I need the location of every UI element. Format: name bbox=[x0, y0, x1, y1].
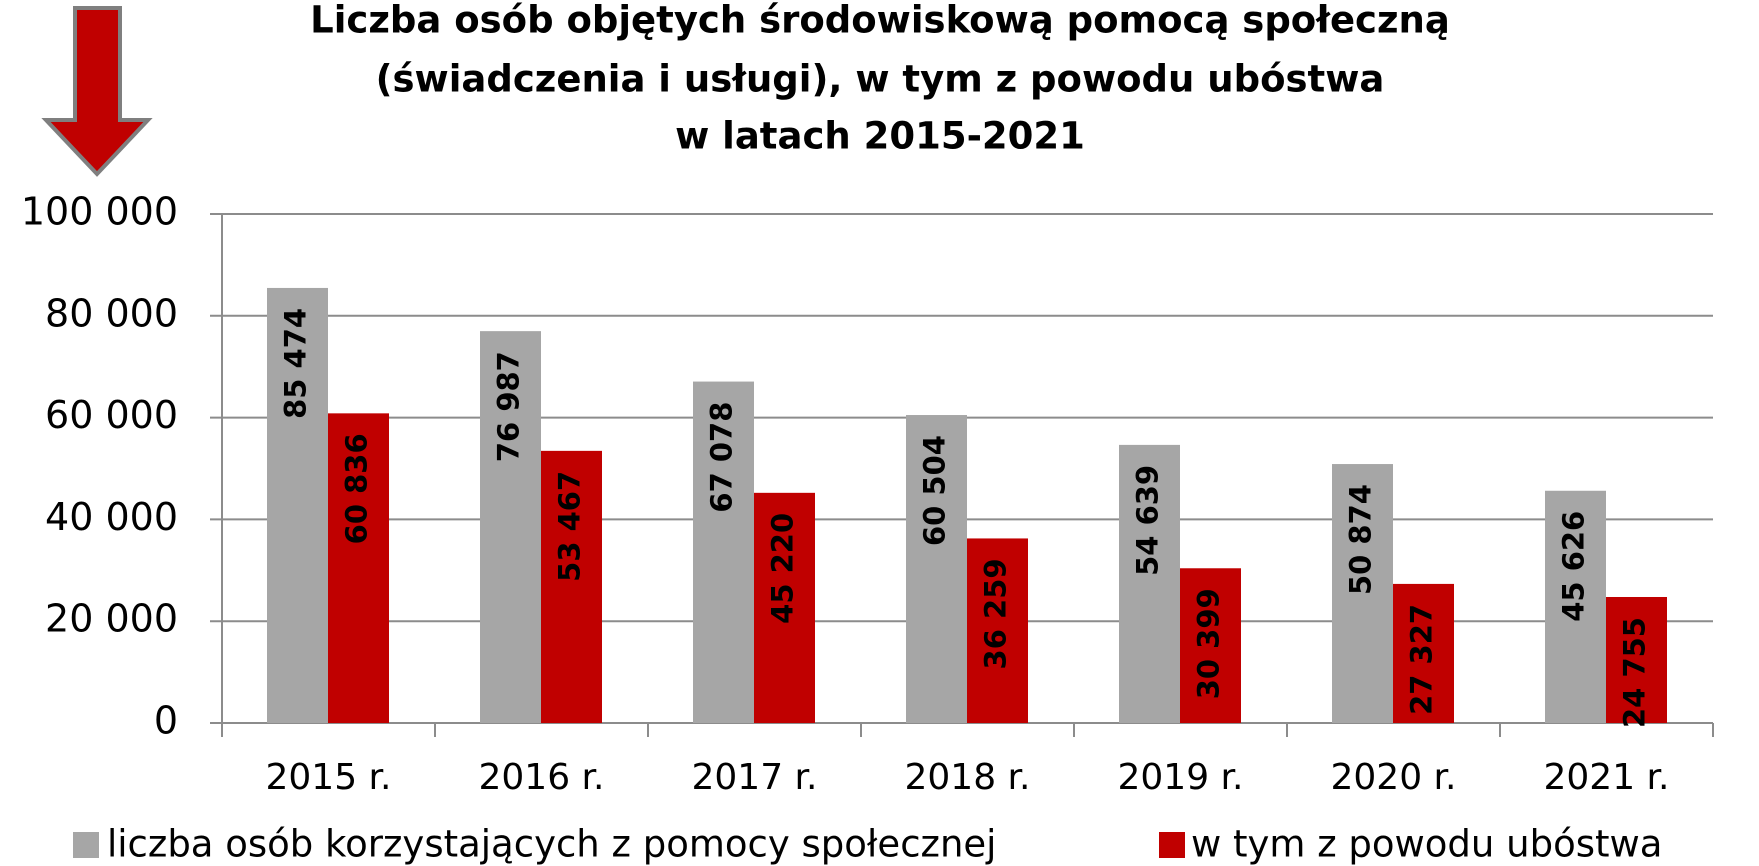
data-label: 27 327 bbox=[1405, 604, 1439, 715]
data-label: 24 755 bbox=[1618, 617, 1652, 728]
bar bbox=[906, 415, 967, 723]
data-label: 67 078 bbox=[705, 402, 739, 513]
chart-title: w latach 2015-2021 bbox=[675, 115, 1085, 158]
bar bbox=[967, 538, 1028, 723]
bar bbox=[693, 381, 754, 723]
y-tick-label: 60 000 bbox=[45, 393, 178, 437]
x-tick-label: 2021 r. bbox=[1544, 757, 1670, 798]
data-label: 36 259 bbox=[979, 558, 1013, 669]
y-tick-label: 100 000 bbox=[21, 190, 178, 234]
data-label: 53 467 bbox=[553, 471, 587, 582]
data-label: 30 399 bbox=[1192, 588, 1226, 699]
y-tick-label: 80 000 bbox=[45, 291, 178, 335]
bar bbox=[267, 287, 328, 723]
data-label: 76 987 bbox=[492, 351, 526, 462]
arrow-icon bbox=[41, 6, 153, 177]
x-tick-label: 2019 r. bbox=[1118, 757, 1244, 798]
bar bbox=[1180, 568, 1241, 723]
x-tick-label: 2020 r. bbox=[1331, 757, 1457, 798]
bar bbox=[1545, 490, 1606, 723]
bar bbox=[328, 413, 389, 723]
data-label: 50 874 bbox=[1344, 484, 1378, 595]
x-tick-label: 2015 r. bbox=[266, 757, 392, 798]
data-label: 45 220 bbox=[766, 513, 800, 624]
bar bbox=[1332, 464, 1393, 723]
x-tick-label: 2018 r. bbox=[905, 757, 1031, 798]
y-tick-label: 0 bbox=[154, 699, 178, 743]
y-tick-label: 40 000 bbox=[45, 495, 178, 539]
chart-title: (świadczenia i usługi), w tym z powodu u… bbox=[376, 58, 1385, 101]
data-label: 54 639 bbox=[1131, 465, 1165, 576]
data-label: 60 836 bbox=[340, 433, 374, 544]
data-label: 60 504 bbox=[918, 435, 952, 546]
data-label: 85 474 bbox=[279, 308, 313, 419]
bar bbox=[754, 492, 815, 723]
y-tick-label: 20 000 bbox=[45, 597, 178, 641]
chart-title: Liczba osób objętych środowiskową pomocą… bbox=[310, 0, 1450, 42]
bar bbox=[1119, 444, 1180, 723]
legend-swatch bbox=[73, 832, 99, 858]
legend-label: w tym z powodu ubóstwa bbox=[1191, 823, 1662, 866]
bar bbox=[541, 450, 602, 723]
x-tick-label: 2017 r. bbox=[692, 757, 818, 798]
data-label: 45 626 bbox=[1557, 511, 1591, 622]
bar bbox=[1393, 583, 1454, 723]
bar bbox=[480, 331, 541, 723]
bar bbox=[1606, 596, 1667, 723]
legend-swatch bbox=[1159, 832, 1185, 858]
x-tick-label: 2016 r. bbox=[479, 757, 605, 798]
legend-label: liczba osób korzystających z pomocy społ… bbox=[107, 823, 996, 866]
